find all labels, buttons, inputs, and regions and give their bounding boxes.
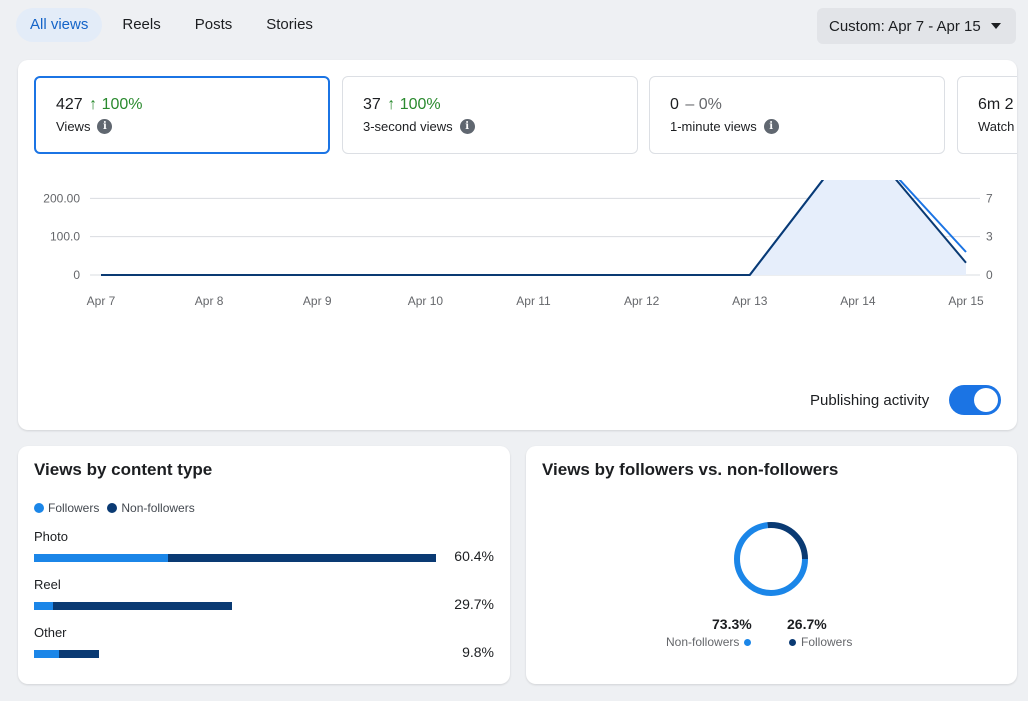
x-tick-label: Apr 11 xyxy=(516,294,551,308)
metric-value: 6m 2 xyxy=(978,96,1014,113)
legend-followers: Followers xyxy=(34,501,99,515)
y-left-tick-label: 100.0 xyxy=(50,230,80,244)
content-pct: 60.4% xyxy=(454,548,494,564)
non-followers-bar xyxy=(34,650,100,658)
series-line-1 xyxy=(101,180,967,276)
followers-split-card: Views by followers vs. non-followers 73.… xyxy=(526,446,1017,684)
toggle-knob xyxy=(974,388,998,412)
tab-posts[interactable]: Posts xyxy=(194,16,233,33)
content-pct: 29.7% xyxy=(454,596,494,612)
metric-label: 1-minute views xyxy=(670,119,757,134)
legend-label: Non-followers xyxy=(666,635,740,649)
metric-card-views[interactable]: 427 ↑ 100% Views i xyxy=(34,76,330,154)
x-tick-label: Apr 8 xyxy=(195,294,224,308)
followers-dot-icon xyxy=(34,503,44,513)
y-left-tick-label: 200.00 xyxy=(43,191,80,205)
non-followers-bar xyxy=(34,554,436,562)
metric-value: 37 xyxy=(363,96,381,113)
tab-stories[interactable]: Stories xyxy=(266,16,313,33)
view-tabs: All views Reels Posts Stories xyxy=(16,8,327,42)
metric-change: 100% xyxy=(399,96,441,113)
legend-non-followers: Non-followers xyxy=(107,501,195,515)
content-row-reel: Reel 29.7% xyxy=(34,577,494,612)
metric-label: Views xyxy=(56,119,91,134)
x-tick-label: Apr 7 xyxy=(87,294,116,308)
content-type-card: Views by content type Followers Non-foll… xyxy=(18,446,510,684)
content-pct: 9.8% xyxy=(462,644,494,660)
info-icon[interactable]: i xyxy=(763,119,779,134)
metric-change: 100% xyxy=(101,96,143,113)
publishing-activity-toggle[interactable] xyxy=(949,385,1001,415)
arrow-up-icon: ↑ xyxy=(89,96,98,113)
info-icon[interactable]: i xyxy=(459,119,475,134)
y-left-tick-label: 0 xyxy=(73,268,80,282)
content-row-other: Other 9.8% xyxy=(34,625,494,660)
followers-pct: 26.7% xyxy=(787,616,827,632)
y-right-tick-label: 7 xyxy=(986,191,993,205)
legend-label: Followers xyxy=(48,501,100,515)
x-tick-label: Apr 12 xyxy=(624,294,660,308)
metric-value: 0 xyxy=(670,96,679,113)
content-name: Other xyxy=(34,625,67,640)
x-tick-label: Apr 14 xyxy=(840,294,876,308)
metric-label: 3-second views xyxy=(363,119,453,134)
area-fill xyxy=(101,180,966,275)
date-range-dropdown[interactable]: Custom: Apr 7 - Apr 15 xyxy=(817,8,1016,44)
followers-bar xyxy=(34,554,169,562)
x-tick-label: Apr 13 xyxy=(732,294,768,308)
non-followers-bar xyxy=(34,602,232,610)
caret-down-icon xyxy=(990,23,1001,29)
content-name: Reel xyxy=(34,577,61,592)
content-name: Photo xyxy=(34,529,68,544)
content-type-legend: Followers Non-followers xyxy=(34,501,203,515)
arrow-up-icon: ↑ xyxy=(387,96,396,113)
followers-legend: Followers xyxy=(789,635,852,649)
metric-change: 0% xyxy=(698,96,722,113)
x-tick-label: Apr 10 xyxy=(408,294,444,308)
publishing-activity-label: Publishing activity xyxy=(810,392,930,409)
non-followers-pct: 73.3% xyxy=(712,616,752,632)
x-tick-label: Apr 9 xyxy=(303,294,332,308)
metric-value: 427 xyxy=(56,96,83,113)
info-icon[interactable]: i xyxy=(97,119,113,134)
views-overview-card: 427 ↑ 100% Views i 37 ↑ 100% 3-second vie… xyxy=(18,60,1017,430)
dash-icon: – xyxy=(685,96,695,113)
y-right-tick-label: 3 xyxy=(986,230,993,244)
non-followers-dot-icon xyxy=(107,503,118,513)
date-range-label: Custom: Apr 7 - Apr 15 xyxy=(829,17,981,35)
donut-slice-followers xyxy=(734,522,808,596)
followers-bar xyxy=(34,650,59,658)
followers-bar xyxy=(34,602,53,610)
metric-card-1-minute-views[interactable]: 0 – 0% 1-minute views i xyxy=(649,76,945,154)
x-tick-label: Apr 15 xyxy=(948,294,984,308)
followers-dot-icon xyxy=(789,638,796,646)
y-right-tick-label: 0 xyxy=(986,268,993,282)
non-followers-legend: Non-followers xyxy=(666,635,752,649)
tab-all-views[interactable]: All views xyxy=(16,8,103,42)
non-followers-dot-icon xyxy=(744,638,752,646)
followers-split-title: Views by followers vs. non-followers xyxy=(542,460,839,479)
metric-card-watch-time[interactable]: 6m 2 Watch xyxy=(957,76,1017,154)
metric-label: Watch xyxy=(978,119,1015,134)
content-type-title: Views by content type xyxy=(34,460,213,479)
content-row-photo: Photo 60.4% xyxy=(34,529,494,564)
tab-reels[interactable]: Reels xyxy=(122,16,161,33)
metric-card-3-second-views[interactable]: 37 ↑ 100% 3-second views i xyxy=(342,76,638,154)
legend-label: Non-followers xyxy=(121,501,195,515)
followers-donut-chart xyxy=(734,522,808,596)
legend-label: Followers xyxy=(801,635,853,649)
